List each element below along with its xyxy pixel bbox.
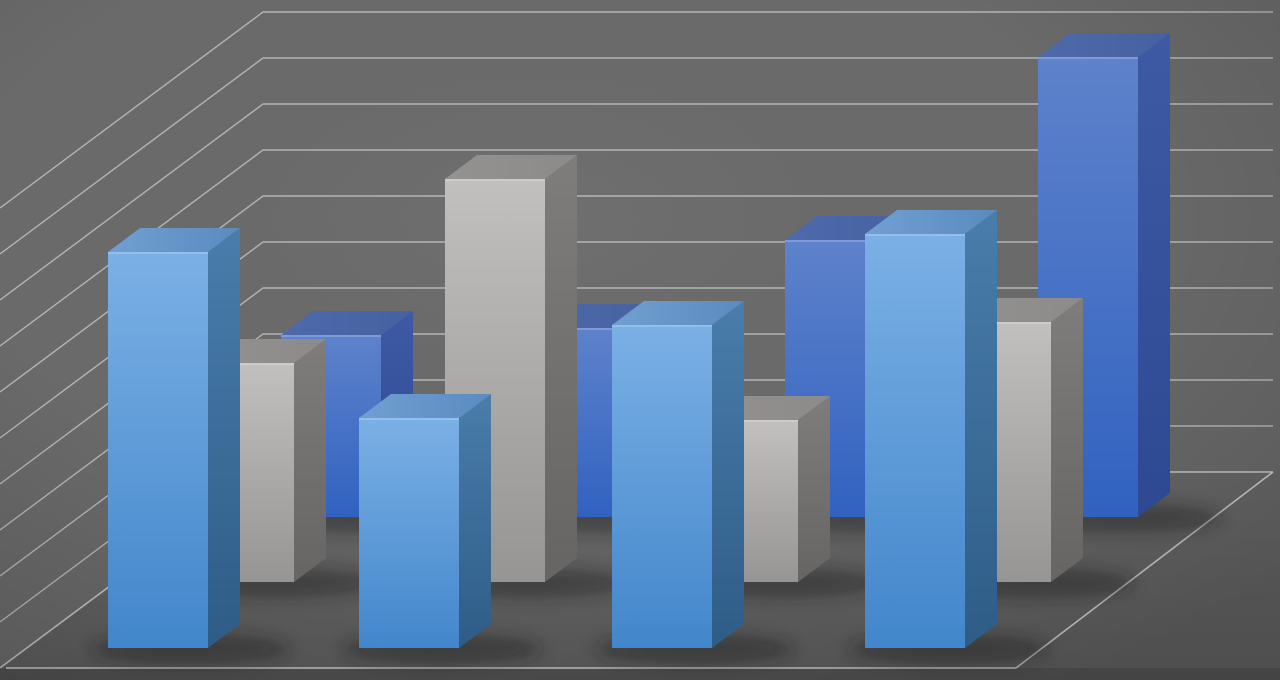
bar-back-4 (1038, 33, 1170, 517)
bar-top-edge-highlight (108, 252, 208, 254)
bar-top-edge-highlight (1038, 57, 1138, 59)
bar-side-face (208, 228, 240, 648)
bar-top-edge-highlight (281, 335, 381, 337)
bar-top-face (865, 210, 997, 234)
bar-front-face (865, 234, 965, 648)
bar-top-edge-highlight (698, 420, 798, 422)
bar-side-face (1051, 298, 1083, 582)
bar-top-edge-highlight (359, 418, 459, 420)
bar-side-face (798, 396, 830, 582)
bar-top-face (1038, 33, 1170, 57)
bar-top-edge-highlight (865, 234, 965, 236)
bar-top-edge-highlight (445, 179, 545, 181)
bar-front-3 (612, 301, 744, 648)
bar-side-face (712, 301, 744, 648)
bar-top-edge-highlight (612, 325, 712, 327)
bar-side-face (459, 394, 491, 648)
bar-top-edge-highlight (532, 328, 632, 330)
bar-front-2 (359, 394, 491, 648)
bar-side-face (965, 210, 997, 648)
bar-top-face (359, 394, 491, 418)
bar-front-face (108, 252, 208, 648)
bar-side-face (545, 155, 577, 582)
bar-front-1 (108, 228, 240, 648)
bar-top-face (612, 301, 744, 325)
bar-top-edge-highlight (951, 322, 1051, 324)
bar-side-face (1138, 33, 1170, 517)
bar-top-face (445, 155, 577, 179)
bar-top-edge-highlight (785, 240, 885, 242)
bar-top-face (108, 228, 240, 252)
bar-side-face (294, 339, 326, 582)
bar-top-face (281, 311, 413, 335)
bar-front-face (612, 325, 712, 648)
bar-front-face (359, 418, 459, 648)
bar-top-edge-highlight (194, 363, 294, 365)
bars-front-row (108, 210, 997, 648)
bar-front-4 (865, 210, 997, 648)
